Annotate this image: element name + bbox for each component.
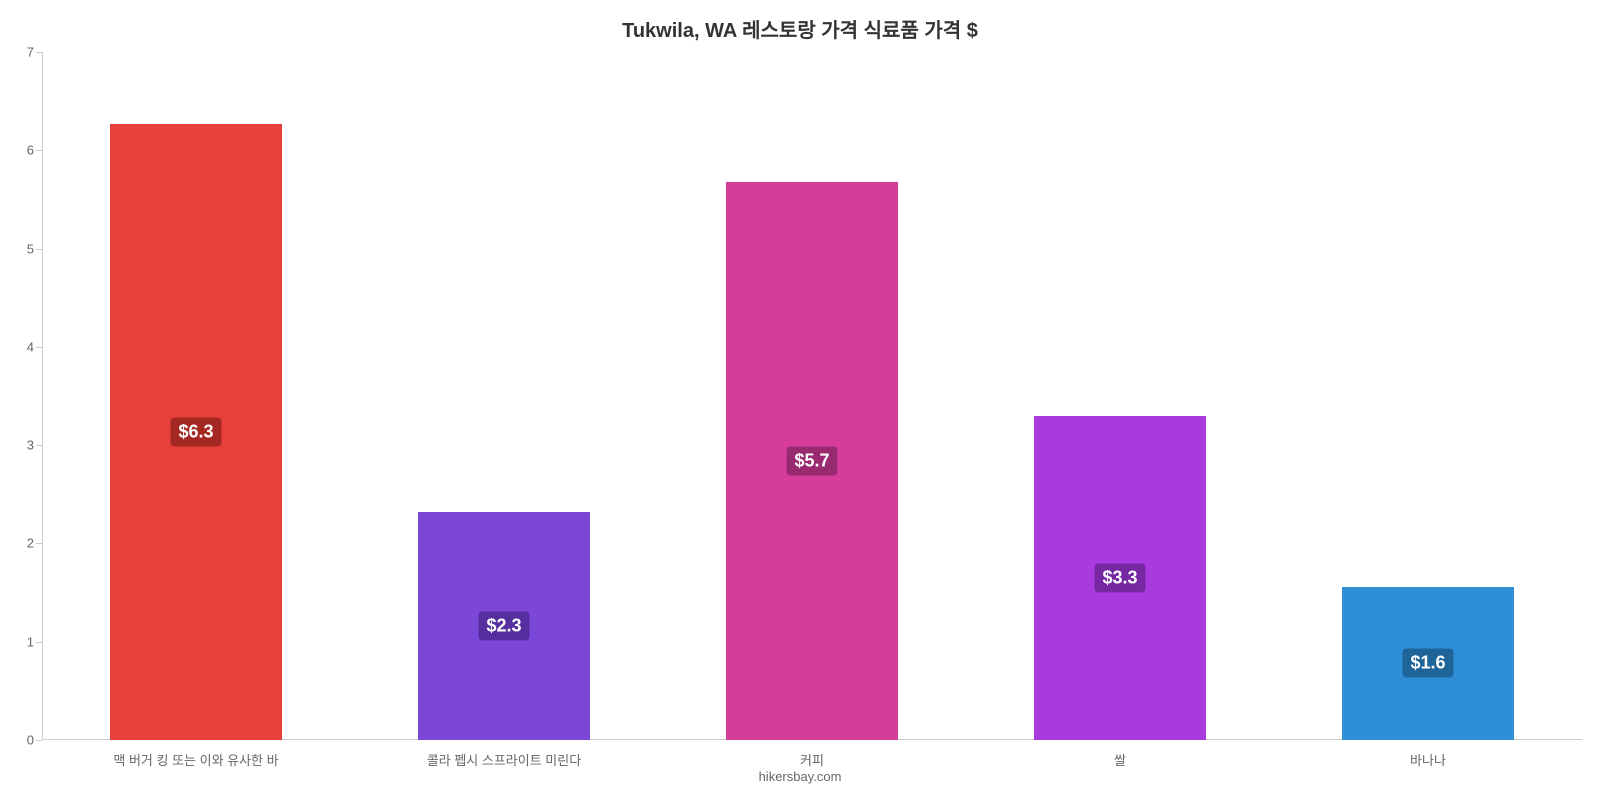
y-tick-mark [36,740,42,741]
chart-title: Tukwila, WA 레스토랑 가격 식료품 가격 $ [0,14,1600,43]
y-tick-mark [36,52,42,53]
bar: $2.3 [418,512,590,740]
y-tick-mark [36,543,42,544]
bar-value-label: $1.6 [1402,649,1453,678]
y-axis-line [42,52,43,740]
x-category-label: 쌀 [1114,740,1126,769]
y-tick-mark [36,150,42,151]
chart-container: Tukwila, WA 레스토랑 가격 식료품 가격 $ 01234567$6.… [0,0,1600,800]
bar: $3.3 [1034,416,1206,740]
y-tick-mark [36,642,42,643]
bar: $6.3 [110,124,282,740]
bar-value-label: $2.3 [478,612,529,641]
bar-value-label: $3.3 [1094,563,1145,592]
x-category-label: 바나나 [1410,740,1446,769]
x-category-label: 콜라 펩시 스프라이트 미린다 [427,740,581,769]
bar-value-label: $6.3 [170,417,221,446]
bar: $5.7 [726,182,898,740]
x-category-label: 맥 버거 킹 또는 이와 유사한 바 [113,740,278,769]
bar-value-label: $5.7 [786,446,837,475]
x-category-label: 커피 [800,740,824,769]
bar: $1.6 [1342,587,1514,740]
source-label: hikersbay.com [0,769,1600,784]
y-tick-mark [36,445,42,446]
y-tick-mark [36,249,42,250]
y-tick-mark [36,347,42,348]
plot-area: 01234567$6.3맥 버거 킹 또는 이와 유사한 바$2.3콜라 펩시 … [42,52,1582,740]
